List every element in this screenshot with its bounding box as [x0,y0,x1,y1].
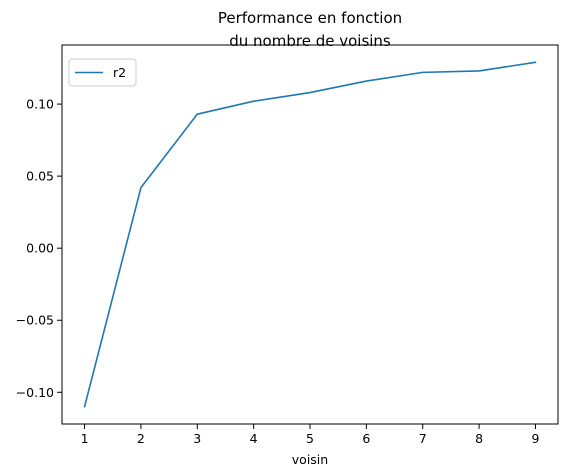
y-axis-ticks: −0.10 −0.05 0.00 0.05 0.10 [16,97,62,400]
x-tick-label: 4 [250,431,258,446]
x-tick-label: 1 [81,431,89,446]
x-tick-label: 6 [362,431,370,446]
x-tick-label: 9 [531,431,539,446]
legend-label-r2: r2 [113,65,126,80]
x-tick-label: 5 [306,431,314,446]
x-tick-label: 2 [137,431,145,446]
x-axis-label: voisin [292,452,328,467]
chart-title-line-1: Performance en fonction [218,9,402,27]
y-tick-label: −0.05 [16,313,54,328]
y-tick-label: 0.05 [26,169,54,184]
x-tick-label: 7 [419,431,427,446]
x-tick-label: 3 [193,431,201,446]
y-tick-label: 0.10 [26,97,54,112]
chart-title-line-2: du nombre de voisins [229,32,391,50]
y-tick-label: 0.00 [26,241,54,256]
legend: r2 [68,58,137,87]
plot-area [83,61,537,408]
series-line-r2 [83,61,537,408]
y-tick-label: −0.10 [16,385,54,400]
x-tick-label: 8 [475,431,483,446]
x-axis-ticks: 1 2 3 4 5 6 7 8 9 [81,424,539,446]
plot-frame [61,44,559,425]
